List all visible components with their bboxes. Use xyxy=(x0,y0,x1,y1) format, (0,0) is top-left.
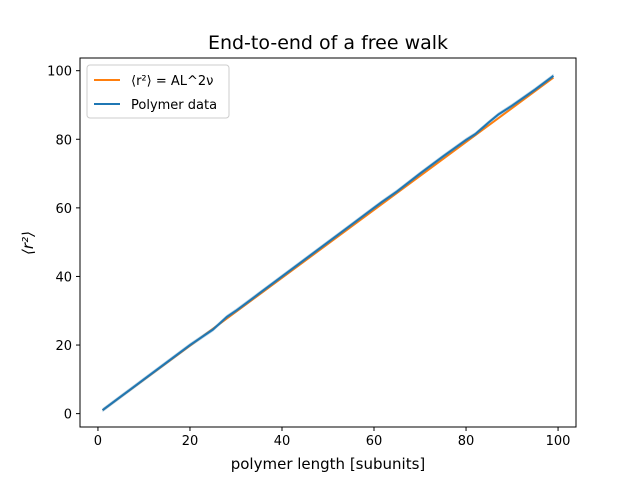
x-tick-label: 0 xyxy=(94,434,102,449)
legend-box xyxy=(86,64,230,119)
y-tick-label: 40 xyxy=(55,270,72,285)
y-tick-label: 20 xyxy=(55,339,72,354)
plot-area xyxy=(101,73,555,413)
y-tick-label: 80 xyxy=(55,133,72,148)
axes-frame xyxy=(79,57,577,428)
x-tick-label: 40 xyxy=(274,434,291,449)
chart-title: End-to-end of a free walk xyxy=(208,32,448,54)
y-tick-label: 100 xyxy=(47,65,72,80)
legend-label-fit: ⟨r²⟩ = AL^2ν xyxy=(131,74,213,89)
legend: ⟨r²⟩ = AL^2ν Polymer data xyxy=(86,64,230,119)
y-axis-ticks: 0 20 40 60 80 100 xyxy=(47,65,80,423)
x-tick-label: 20 xyxy=(182,434,199,449)
series-data-line xyxy=(101,75,555,411)
x-axis-label: polymer length [subunits] xyxy=(231,455,426,473)
x-axis-ticks: 0 20 40 60 80 100 xyxy=(94,427,571,449)
y-tick-label: 0 xyxy=(64,408,72,423)
y-tick-label: 60 xyxy=(55,202,72,217)
x-tick-label: 60 xyxy=(366,434,383,449)
x-tick-label: 80 xyxy=(458,434,475,449)
y-axis-label: ⟨r²⟩ xyxy=(19,231,37,255)
x-tick-label: 100 xyxy=(546,434,571,449)
legend-label-data: Polymer data xyxy=(131,98,217,113)
